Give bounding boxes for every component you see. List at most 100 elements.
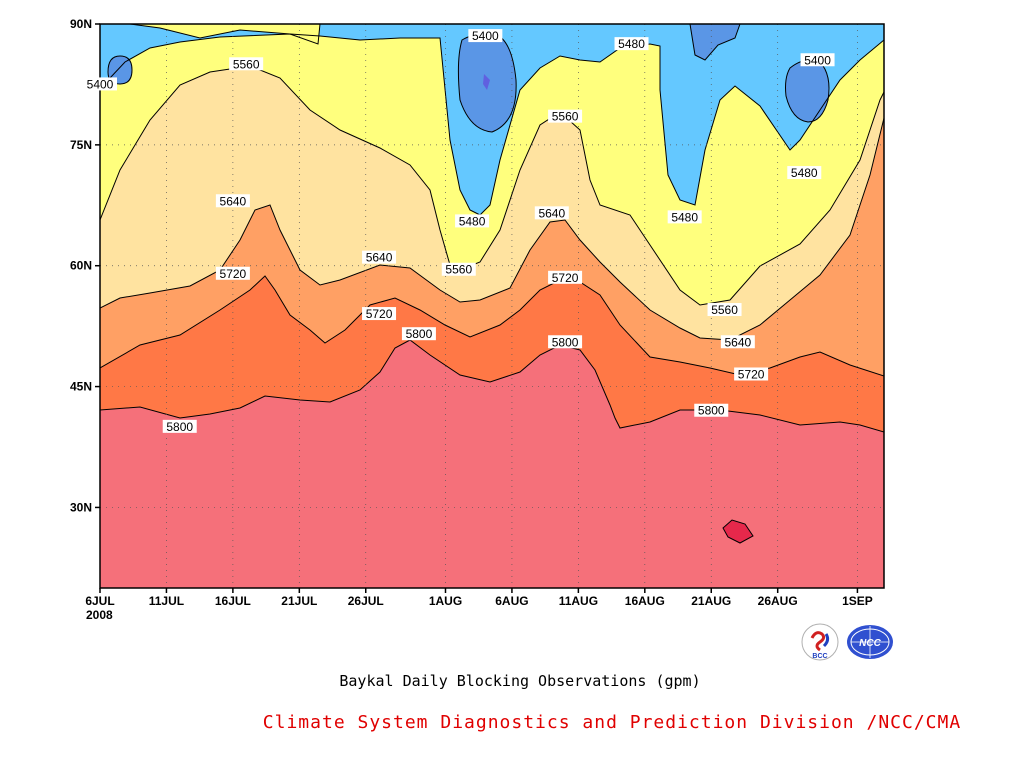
contour-label: 5720	[362, 307, 397, 321]
y-tick-label: 30N	[70, 500, 92, 514]
contour-label: 5800	[401, 327, 436, 341]
contour-label-box	[362, 250, 397, 264]
x-tick-label: 6JUL	[85, 594, 114, 608]
contour-label-text: 5800	[406, 327, 433, 341]
contour-label-text: 5560	[552, 110, 579, 124]
contour-label-box	[534, 206, 569, 220]
ncc-logo: NCC	[847, 625, 893, 659]
contour-label-box	[548, 270, 583, 284]
contour-label: 5560	[548, 109, 583, 124]
contour-label: 5800	[162, 419, 197, 434]
contour-label-box	[215, 194, 250, 208]
contour-label: 5720	[548, 270, 583, 285]
y-tick-label: 45N	[70, 380, 92, 394]
contour-label: 5400	[468, 29, 503, 43]
contour-label-text: 5480	[459, 214, 486, 228]
contour-label-box	[162, 419, 197, 433]
bcc-logo-text: BCC	[812, 653, 827, 660]
contour-label-box	[401, 327, 436, 341]
contour-label-box	[667, 210, 702, 224]
contour-label-box	[83, 77, 117, 91]
contour-label-text: 5720	[220, 267, 247, 281]
contour-label: 5400	[83, 77, 117, 91]
contour-label-text: 5720	[366, 307, 393, 321]
contour-label: 5560	[441, 262, 476, 277]
plot-frame	[99, 23, 885, 589]
contour-fill-layer	[100, 24, 884, 588]
contour-label-box	[720, 335, 755, 349]
x-tick-label: 11AUG	[559, 594, 598, 608]
pocket-lowest	[483, 74, 490, 90]
contour-label-text: 5480	[791, 166, 818, 180]
contour-line-5400-d	[689, 24, 741, 61]
x-tick-label: 21JUL	[281, 594, 317, 608]
contour-label-box	[455, 214, 490, 228]
contour-label-box	[614, 37, 649, 51]
contour-label: 5480	[614, 37, 649, 51]
contour-label: 5400	[800, 53, 835, 67]
contour-label: 5640	[215, 194, 250, 208]
contour-label-text: 5560	[711, 303, 738, 317]
y-axis: 90N 75N 60N 45N 30N	[70, 17, 100, 514]
contour-label-text: 5640	[724, 335, 751, 349]
contour-label: 5720	[734, 367, 769, 381]
pocket-below-5400-a	[108, 56, 132, 84]
x-tick-label: 16JUL	[215, 594, 251, 608]
contour-label-text: 5640	[220, 194, 247, 208]
y-tick-label: 60N	[70, 259, 92, 273]
x-year-label: 2008	[86, 608, 113, 622]
pocket-below-5400-c	[785, 60, 829, 122]
contour-label-box	[734, 367, 769, 381]
y-tick-label: 75N	[70, 138, 92, 152]
x-tick-label: 11JUL	[149, 594, 184, 608]
contour-label: 5800	[694, 403, 729, 418]
contour-label-box	[362, 307, 397, 321]
band-5480-5560-top	[100, 24, 320, 44]
contour-label-box	[694, 403, 729, 417]
contour-label-text: 5480	[671, 210, 698, 224]
contour-label: 5480	[787, 166, 822, 180]
contour-label-text: 5560	[445, 263, 472, 277]
y-tick-label: 90N	[70, 17, 92, 31]
contour-label-text: 5560	[233, 57, 260, 71]
contour-label-text: 5800	[552, 335, 579, 349]
contour-label-box	[548, 335, 583, 349]
contour-label-text: 5640	[538, 206, 565, 220]
ncc-logo-text: NCC	[859, 638, 881, 649]
organization-caption: Climate System Diagnostics and Predictio…	[262, 712, 962, 733]
contour-line-5480	[100, 33, 884, 216]
contour-label-text: 5720	[738, 367, 765, 381]
contour-label-box	[787, 166, 822, 180]
x-tick-label: 26JUL	[348, 594, 384, 608]
contour-labels: 5400 5400 5400 5480 5480 5480 5480 5560 5560 5560…	[83, 29, 835, 434]
contour-label: 5560	[707, 303, 742, 317]
pocket-below-5400-d	[690, 24, 740, 60]
contour-label-box	[707, 303, 742, 317]
contour-label-box	[229, 57, 264, 71]
contour-line-5560	[100, 65, 884, 306]
x-tick-label: 16AUG	[625, 594, 665, 608]
contour-label: 5480	[667, 210, 702, 224]
contour-label-text: 5640	[366, 251, 393, 265]
x-tick-label: 6AUG	[495, 594, 528, 608]
contour-label-box	[468, 29, 503, 43]
pocket-above-5880	[723, 520, 753, 543]
contour-label: 5640	[534, 206, 569, 220]
contour-label-text: 5480	[618, 37, 645, 51]
contour-label-text: 5400	[87, 77, 114, 91]
contour-label-text: 5400	[472, 29, 499, 43]
contour-line-5880	[722, 519, 754, 544]
bcc-logo: BCC	[801, 623, 839, 661]
contour-line-5480-top	[129, 24, 321, 45]
contour-label-box	[215, 266, 250, 280]
chart-caption: Baykal Daily Blocking Observations (gpm)	[339, 672, 701, 690]
contour-label-box	[800, 53, 835, 67]
x-tick-label: 21AUG	[691, 594, 731, 608]
contour-label-box	[441, 262, 476, 276]
x-tick-label: 1SEP	[842, 594, 873, 608]
contour-label: 5480	[455, 214, 490, 228]
contour-label: 5560	[229, 57, 264, 71]
x-tick-label: 26AUG	[758, 594, 798, 608]
contour-label: 5720	[215, 266, 250, 281]
